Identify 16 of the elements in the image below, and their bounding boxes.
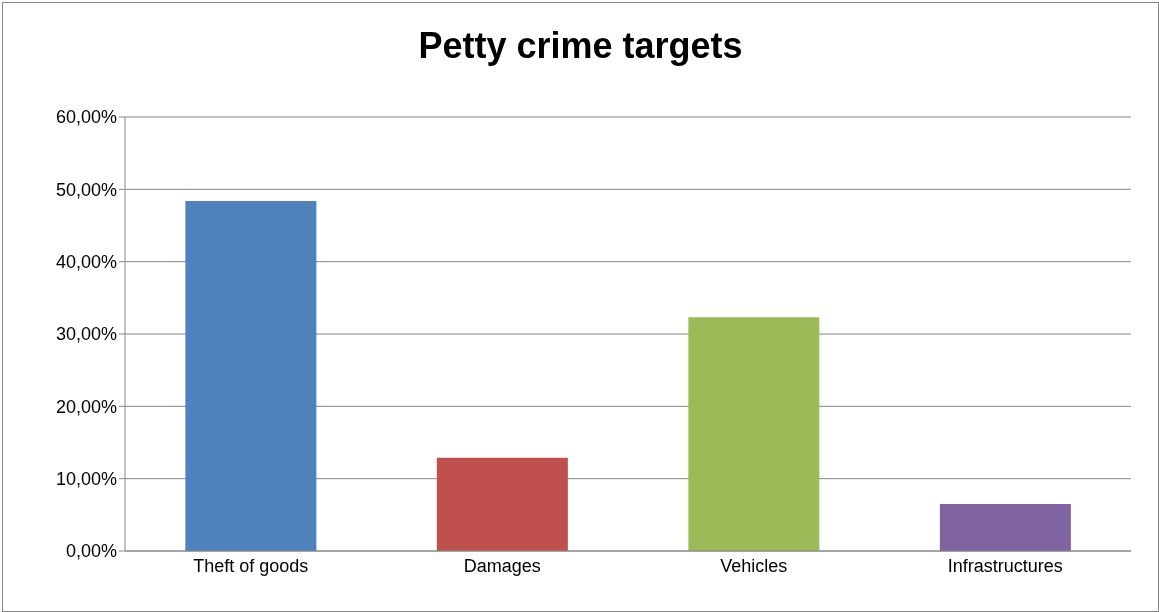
y-tick-label: 10,00% (55, 469, 117, 490)
bar (436, 457, 568, 551)
x-tick-label: Vehicles (720, 555, 788, 576)
bar (688, 317, 820, 551)
x-tick-label: Theft of goods (193, 555, 309, 576)
bar (185, 200, 317, 551)
chart-title: Petty crime targets (417, 25, 744, 67)
y-tick-label: 50,00% (55, 179, 117, 200)
y-tick-label: 40,00% (55, 252, 117, 273)
y-tick-label: 30,00% (55, 324, 117, 345)
y-tick-label: 20,00% (55, 396, 117, 417)
y-tick-label: 0,00% (65, 541, 117, 562)
y-tick-label: 60,00% (55, 107, 117, 128)
x-tick-label: Damages (463, 555, 541, 576)
x-tick-label: Infrastructures (947, 555, 1063, 576)
bar (939, 503, 1071, 551)
